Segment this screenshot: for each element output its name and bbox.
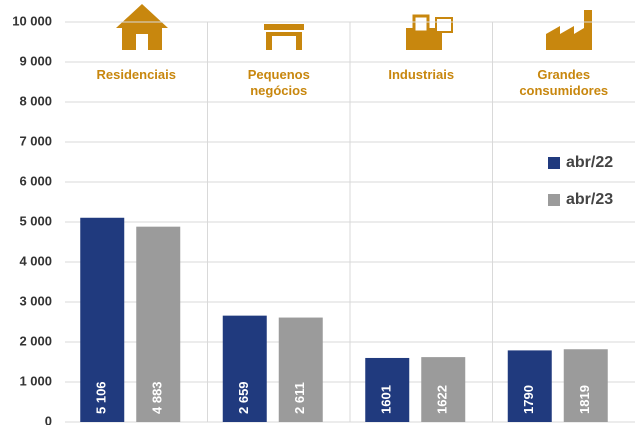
- y-tick-label: 10 000: [12, 13, 52, 28]
- y-tick-label: 0: [45, 413, 52, 425]
- y-tick-label: 3 000: [19, 293, 52, 308]
- bar: [278, 317, 323, 422]
- store-window: [272, 36, 296, 50]
- bar: [80, 217, 125, 422]
- bar: [421, 357, 466, 422]
- bar: [222, 315, 267, 422]
- y-tick-label: 9 000: [19, 53, 52, 68]
- bar: [365, 357, 410, 422]
- legend-swatch: [548, 194, 560, 206]
- icons: [116, 4, 592, 50]
- value-label: 4 883: [150, 381, 165, 414]
- industrial-machine: [412, 14, 430, 34]
- y-tick-label: 2 000: [19, 333, 52, 348]
- legend-label: abr/22: [566, 154, 613, 171]
- value-label: 1819: [577, 385, 592, 414]
- x-tick-label: Pequenos negócios: [247, 67, 310, 98]
- store-icon: [264, 24, 304, 30]
- factory-icon: [546, 10, 592, 50]
- y-tick-label: 5 000: [19, 213, 52, 228]
- house-door: [136, 34, 148, 50]
- y-tick-label: 1 000: [19, 373, 52, 388]
- y-tick-label: 8 000: [19, 93, 52, 108]
- value-label: 1601: [379, 385, 394, 414]
- value-label: 2 611: [292, 382, 307, 414]
- legend-label: abr/23: [566, 191, 613, 208]
- house-icon: [116, 4, 168, 50]
- value-label: 1622: [435, 385, 450, 414]
- value-label: 5 106: [94, 381, 109, 414]
- bar: [507, 350, 552, 422]
- bar: [563, 349, 608, 422]
- x-tick-label: Grandes consumidores: [519, 67, 609, 98]
- value-label: 1790: [521, 385, 536, 414]
- legend-swatch: [548, 157, 560, 169]
- x-tick-label: Industriais: [388, 67, 455, 82]
- industrial-screen: [435, 17, 453, 33]
- x-tick-label: Residenciais: [96, 67, 177, 82]
- bar: [136, 226, 181, 422]
- y-tick-label: 7 000: [19, 133, 52, 148]
- y-tick-label: 4 000: [19, 253, 52, 268]
- value-label: 2 659: [236, 381, 251, 414]
- y-tick-label: 6 000: [19, 173, 52, 188]
